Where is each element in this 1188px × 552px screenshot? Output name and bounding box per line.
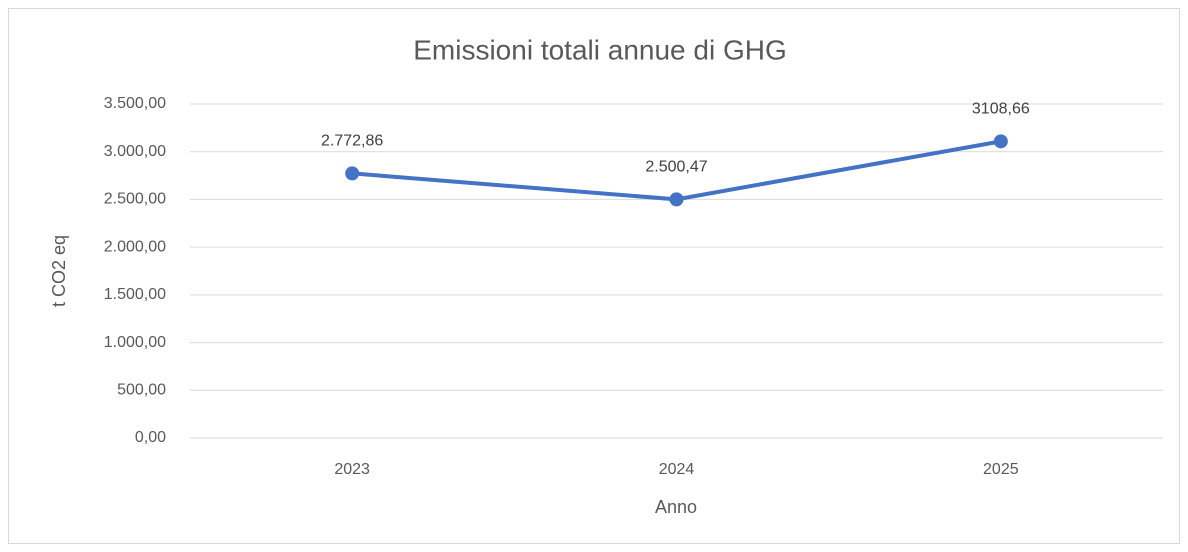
data-label: 3108,66: [972, 101, 1030, 118]
chart-title: Emissioni totali annue di GHG: [413, 34, 787, 65]
data-point: [993, 134, 1008, 149]
data-label: 2.772,86: [321, 133, 383, 150]
y-tick-label: 1.000,00: [104, 334, 166, 351]
data-label: 2.500,47: [645, 159, 707, 176]
y-tick-label: 3.000,00: [104, 143, 166, 160]
y-tick-label: 2.500,00: [104, 191, 166, 208]
y-tick-label: 1.500,00: [104, 286, 166, 303]
y-tick-label: 3.500,00: [104, 95, 166, 112]
y-axis-label: t CO2 eq: [49, 235, 69, 307]
x-tick-label: 2024: [659, 461, 695, 478]
y-tick-label: 2.000,00: [104, 238, 166, 255]
x-axis-label: Anno: [655, 497, 697, 517]
data-point: [345, 166, 360, 181]
x-tick-label: 2023: [334, 461, 370, 478]
y-tick-label: 0,00: [135, 429, 166, 446]
chart-border: [8, 8, 1180, 544]
y-tick-label: 500,00: [117, 382, 166, 399]
data-point: [669, 192, 684, 207]
x-tick-label: 2025: [983, 461, 1019, 478]
